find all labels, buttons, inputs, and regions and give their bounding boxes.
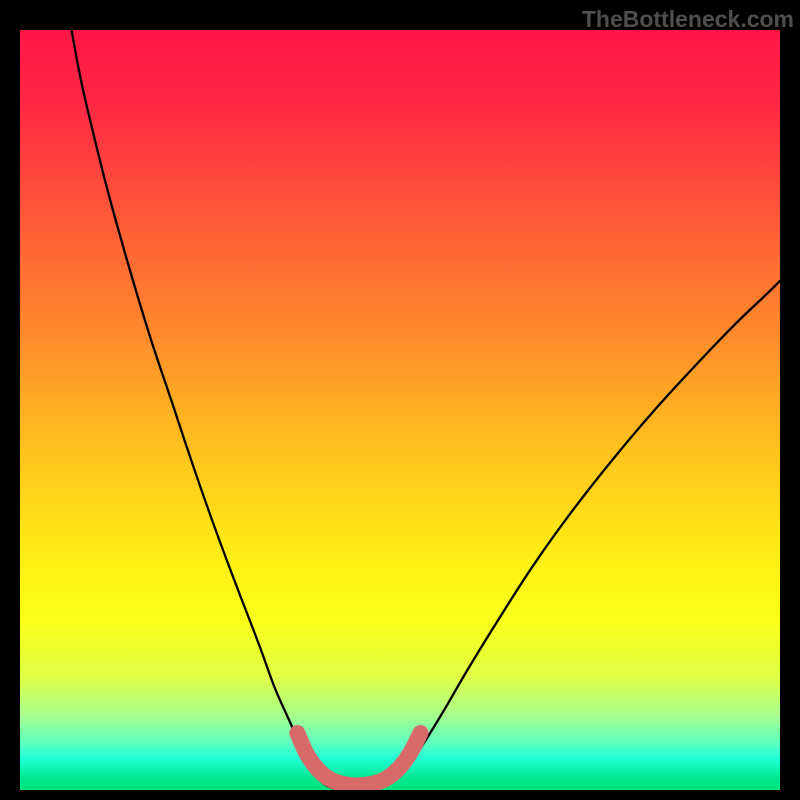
bottleneck-chart (0, 0, 800, 800)
watermark-text: TheBottleneck.com (582, 6, 794, 33)
gradient-background (20, 30, 780, 790)
chart-stage: TheBottleneck.com (0, 0, 800, 800)
